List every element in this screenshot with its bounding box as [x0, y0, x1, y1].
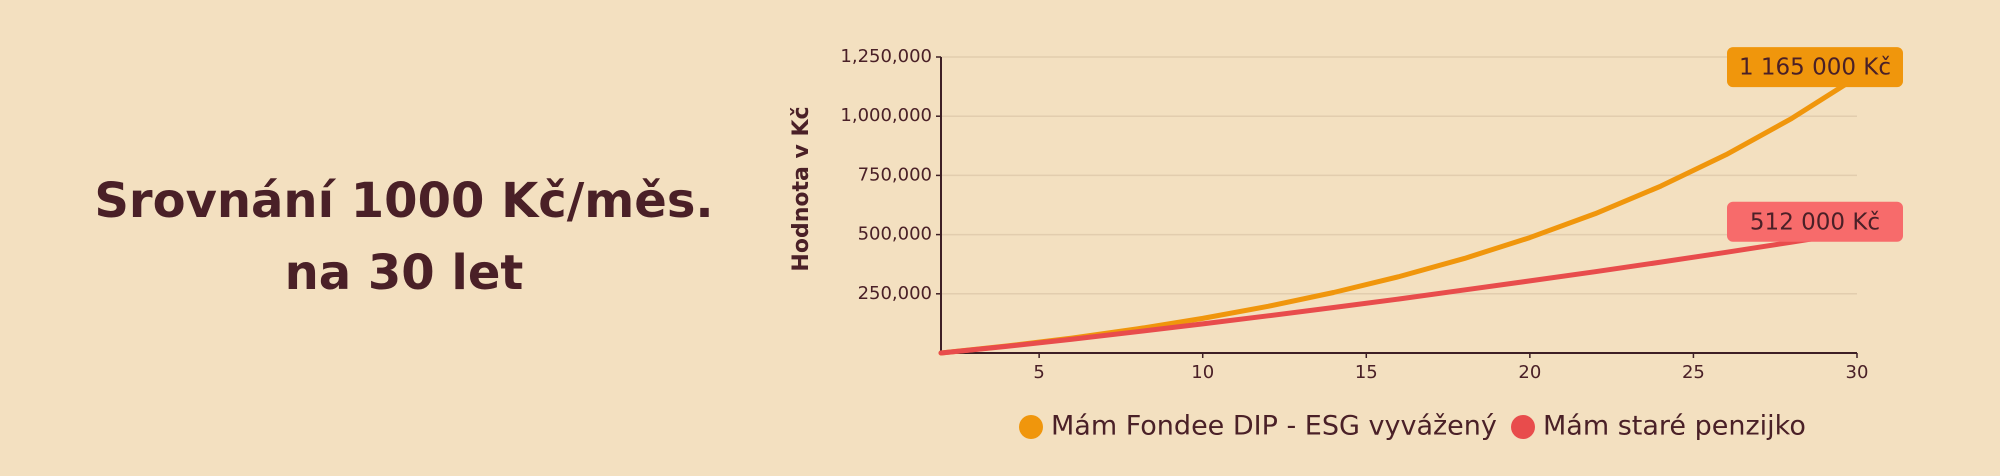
y-tick-label: 750,000 — [858, 164, 932, 185]
y-axis-title: Hodnota v Kč — [789, 106, 814, 271]
value-label-text: 1 165 000 Kč — [1739, 55, 1891, 81]
legend-marker — [1019, 415, 1043, 439]
value-label-box — [1727, 47, 1903, 88]
legend-marker — [1511, 415, 1535, 439]
value-label-box — [1727, 201, 1903, 242]
x-tick-label: 5 — [1033, 362, 1044, 383]
series-line — [938, 74, 1860, 356]
y-tick-label: 1,250,000 — [840, 46, 932, 67]
x-tick-label: 25 — [1682, 362, 1705, 383]
x-tick-label: 20 — [1518, 362, 1541, 383]
value-label: 1 165 000 Kč — [1727, 47, 1903, 88]
chart-title: Srovnání 1000 Kč/měs. — [94, 173, 713, 229]
x-tick-label: 15 — [1355, 362, 1378, 383]
x-tick-label: 10 — [1191, 362, 1214, 383]
legend-label: Mám Fondee DIP - ESG vyvážený — [1051, 411, 1497, 442]
y-tick-label: 250,000 — [858, 283, 932, 304]
x-tick-label: 30 — [1846, 362, 1869, 383]
value-label-text: 512 000 Kč — [1750, 209, 1880, 235]
y-tick-label: 500,000 — [858, 224, 932, 245]
y-tick-label: 1,000,000 — [840, 105, 932, 126]
chart-title: na 30 let — [285, 245, 524, 301]
value-label: 512 000 Kč — [1727, 201, 1903, 242]
legend-label: Mám staré penzijko — [1543, 411, 1806, 442]
series-line — [938, 229, 1860, 356]
